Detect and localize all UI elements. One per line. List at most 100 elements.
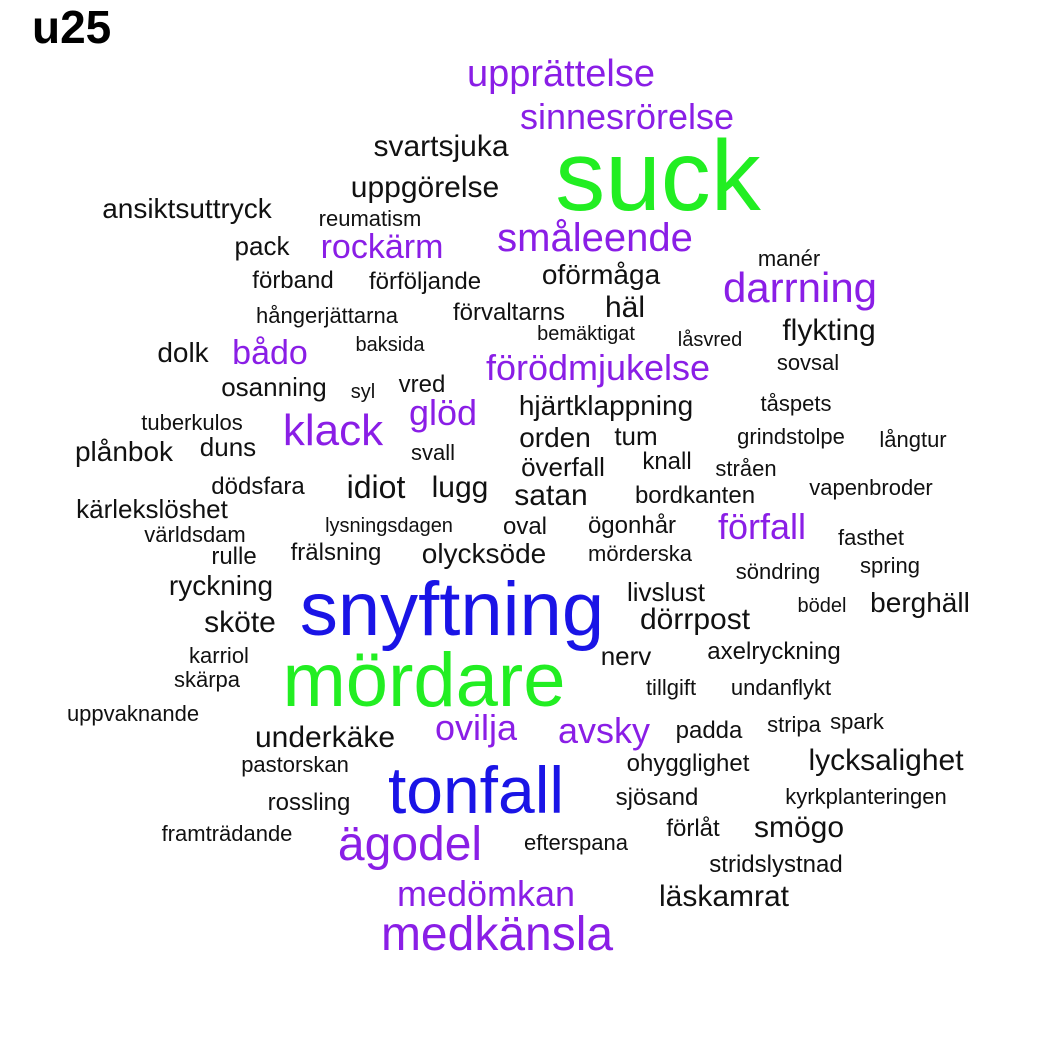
word-langtur: långtur [879,427,947,452]
word-fralsning: frälsning [290,539,382,566]
word-padda: padda [675,717,743,744]
word-rockarm: rockärm [320,228,444,266]
word-morderska: mörderska [588,541,692,566]
word-suck: suck [555,120,761,232]
word-sovsal: sovsal [776,350,840,375]
word-lycksalighet: lycksalighet [808,744,964,777]
word-kyrkplanteringen: kyrkplanteringen [785,784,947,809]
word-hal: häl [604,291,646,324]
word-stridslystnad: stridslystnad [709,851,843,878]
word-satan: satan [514,479,588,512]
word-ogonhar: ögonhår [587,512,677,539]
word-syl: syl [350,381,376,403]
word-underkake: underkäke [254,721,396,754]
word-svall: svall [410,440,456,465]
word-mordare: mördare [282,638,566,723]
word-tonfall: tonfall [387,753,565,827]
word-vapenbroder: vapenbroder [809,475,933,500]
word-nerv: nerv [600,641,652,671]
word-planbok: plånbok [74,436,174,467]
word-bemaktigat: bemäktigat [537,323,635,345]
word-forfoljande: förföljande [368,268,482,295]
word-karriol: karriol [189,643,249,668]
word-ovilja: ovilja [434,707,518,748]
word-skote: sköte [204,606,276,639]
word-laskamrat: läskamrat [658,880,790,913]
word-glod: glöd [408,392,478,433]
word-ryckning: ryckning [168,570,274,601]
word-ansiktsuttryck: ansiktsuttryck [102,193,272,224]
word-forlat: förlåt [666,815,720,842]
chart-title: u25 [32,1,112,53]
word-olycksode: olycksöde [421,538,547,569]
word-efterspana: efterspana [524,830,628,855]
word-spring: spring [860,553,920,578]
word-maner: manér [757,246,821,271]
word-lugg: lugg [431,471,489,504]
word-livslust: livslust [626,577,706,607]
word-sjosand: sjösand [615,784,699,811]
word-osanning: osanning [221,372,327,402]
word-baksida: baksida [355,334,425,356]
word-uppgorelse: uppgörelse [350,171,500,204]
word-framtradande: framträdande [161,821,293,846]
word-varldsdam: världsdam [144,522,246,547]
word-medomkan: medömkan [396,873,576,914]
word-lysningsdagen: lysningsdagen [325,515,453,537]
word-dodsfara: dödsfara [211,473,305,500]
word-bado: bådo [232,334,308,372]
word-flykting: flykting [782,314,876,347]
word-knall: knall [642,448,692,475]
word-bordkanten: bordkanten [634,482,756,509]
word-tuberkulos: tuberkulos [141,410,243,435]
word-uppvaknande: uppvaknande [66,701,200,726]
word-grindstolpe: grindstolpe [737,424,845,449]
word-straen: stråen [715,456,777,481]
word-rulle: rulle [211,543,257,570]
word-ohygglighet: ohygglighet [626,750,750,777]
word-pastorskan: pastorskan [241,752,349,777]
word-oformaga: oförmåga [541,259,661,290]
word-idiot: idiot [346,469,406,505]
word-svartsjuka: svartsjuka [373,130,509,163]
word-overfall: överfall [521,452,605,482]
word-tum: tum [614,421,658,451]
word-axelryckning: axelryckning [707,638,841,665]
word-agodel: ägodel [337,818,483,871]
word-lasvred: låsvred [677,329,743,351]
word-dorrpost: dörrpost [639,603,751,636]
word-oval: oval [502,513,548,540]
word-forband: förband [252,267,334,294]
word-forodmjukelse: förödmjukelse [485,347,711,388]
word-vred: vred [398,371,446,398]
word-snyftning: snyftning [299,567,605,652]
word-karleksloshet: kärlekslöshet [76,494,228,524]
word-sondring: söndring [735,559,821,584]
word-spark: spark [830,709,884,734]
word-tillgift: tillgift [645,675,697,700]
word-pack: pack [234,231,290,261]
word-bodel: bödel [797,595,847,617]
word-rossling: rossling [267,789,351,816]
word-forfall: förfall [717,506,807,547]
word-berghall: berghäll [870,587,970,618]
word-sinnesrorelse: sinnesrörelse [519,96,735,137]
word-medkansla: medkänsla [380,908,614,961]
word-duns: duns [199,432,257,462]
word-klack: klack [282,406,384,455]
word-taspets: tåspets [760,391,832,416]
word-smogo: smögo [753,811,845,844]
word-undanflykt: undanflykt [730,675,832,700]
word-hjartklappning: hjärtklappning [518,390,694,421]
word-reumatism: reumatism [318,206,422,231]
word-orden: orden [519,422,591,453]
word-stripa: stripa [767,712,821,737]
word-avsky: avsky [557,710,651,751]
word-hangerjattarna: hångerjättarna [256,303,398,328]
word-dolk: dolk [157,337,209,368]
word-upprattelse: upprättelse [466,53,656,95]
word-skarpa: skärpa [173,667,241,692]
word-fasthet: fasthet [837,525,905,550]
word-smaleende: småleende [497,216,693,260]
